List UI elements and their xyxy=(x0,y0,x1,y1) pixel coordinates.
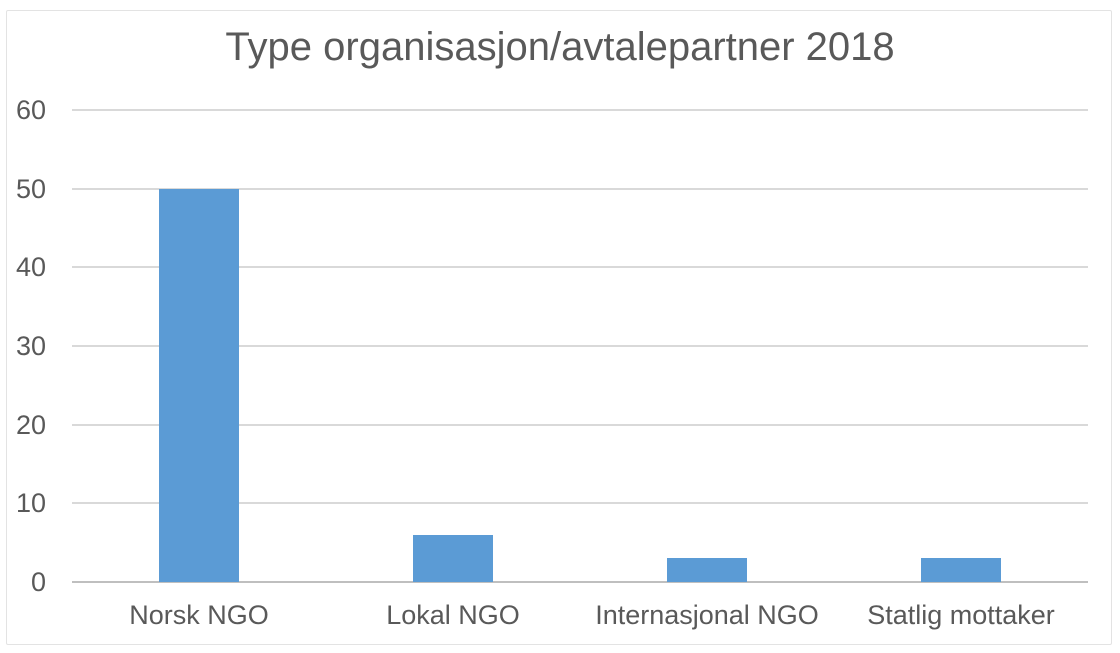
gridline-60 xyxy=(72,109,1088,111)
gridline-50 xyxy=(72,187,1088,190)
x-axis-category-label-statlig-mottaker: Statlig mottaker xyxy=(867,600,1055,630)
bar-statlig-mottaker xyxy=(921,558,1001,582)
y-axis-tick-label-30: 30 xyxy=(15,331,46,361)
y-axis-tick-label-50: 50 xyxy=(15,173,46,204)
x-axis-category-label-internasjonal-ngo: Internasjonal NGO xyxy=(595,600,819,630)
gridline-20 xyxy=(72,423,1088,426)
x-axis-category-label-norsk-ngo: Norsk NGO xyxy=(129,600,269,630)
gridline-10 xyxy=(72,502,1088,505)
y-axis-tick-label-0: 0 xyxy=(30,567,46,597)
bar-lokal-ngo xyxy=(413,534,493,582)
y-axis-tick-label-20: 20 xyxy=(15,409,46,440)
y-axis-tick-label-40: 40 xyxy=(15,252,46,283)
gridline-30 xyxy=(72,345,1088,347)
chart-title: Type organisasjon/avtalepartner 2018 xyxy=(225,25,895,69)
bar-norsk-ngo xyxy=(159,188,239,582)
x-axis-category-label-lokal-ngo: Lokal NGO xyxy=(386,600,520,630)
y-axis-tick-label-10: 10 xyxy=(15,488,46,519)
y-axis-tick-label-60: 60 xyxy=(15,95,46,125)
bar-internasjonal-ngo xyxy=(667,558,747,582)
gridline-40 xyxy=(72,266,1088,269)
x-axis-line xyxy=(72,581,1088,583)
